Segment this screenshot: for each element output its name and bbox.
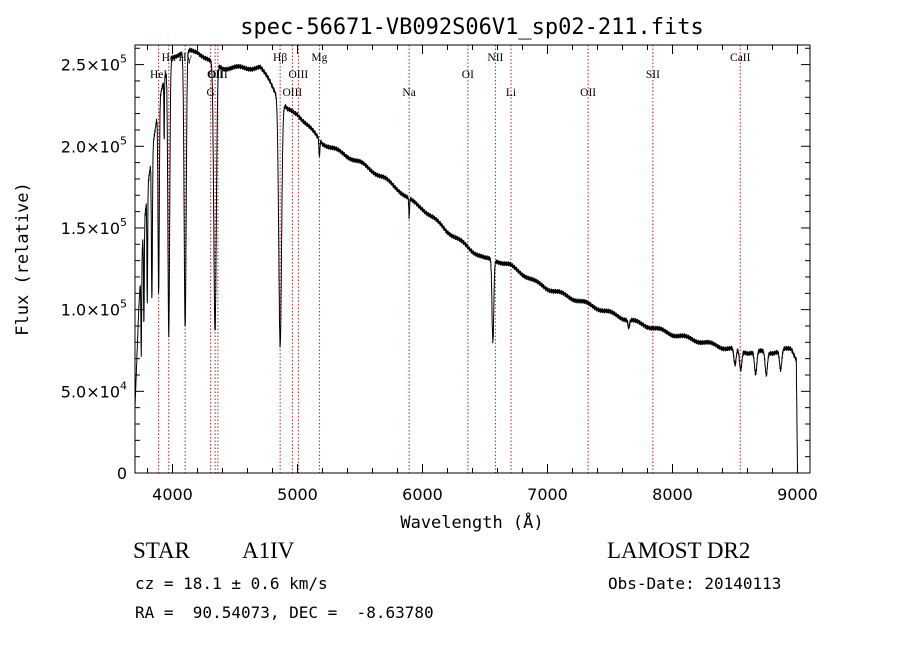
object-class: STAR: [133, 538, 190, 563]
y-axis-label: Flux (relative): [13, 182, 33, 336]
x-tick-label-3: 7000: [527, 485, 568, 504]
line-label-9: Mg: [311, 52, 327, 64]
line-label-5: OIII: [208, 69, 228, 81]
coordinates: RA = 90.54073, DEC = -8.63780: [135, 603, 434, 622]
y-tick-label-3: 1.5×105: [61, 216, 127, 238]
plot-frame: [134, 44, 811, 474]
line-label-15: SII: [646, 69, 660, 81]
line-label-10: Na: [402, 87, 415, 99]
line-label-11: OI: [462, 69, 474, 81]
x-tick-label-4: 8000: [652, 485, 693, 504]
spectrum-line: [134, 47, 798, 473]
line-label-0: HeI: [150, 69, 167, 81]
line-label-13: Li: [506, 87, 516, 99]
redshift-velocity: cz = 18.1 ± 0.6 km/s: [135, 574, 328, 593]
line-label-4: OII: [207, 69, 223, 81]
x-tick-label-2: 6000: [402, 485, 443, 504]
survey-name: LAMOST DR2: [607, 538, 751, 563]
line-label-7: OIII: [282, 87, 302, 99]
observation-date: Obs-Date: 20140113: [608, 574, 782, 593]
object-subclass: A1IV: [242, 538, 295, 563]
y-tick-label-5: 2.5×105: [61, 53, 127, 75]
axis-ticks: 4000 5000 6000 7000 8000 9000 0 5.0×104 1.0×105 1…: [61, 45, 818, 504]
x-axis-label: Wavelength (Å): [400, 511, 543, 533]
x-tick-label-0: 4000: [152, 485, 193, 504]
y-tick-label-4: 2.0×105: [61, 134, 127, 156]
x-tick-label-1: 5000: [277, 485, 318, 504]
chart-title: spec-56671-VB092S06V1_sp02-211.fits: [240, 15, 704, 40]
y-tick-label-0: 0: [117, 464, 127, 483]
line-label-3: G: [206, 87, 214, 99]
line-markers: [158, 45, 741, 473]
line-label-1: Hα: [162, 52, 176, 64]
line-label-2: Hγ: [178, 52, 191, 64]
x-tick-label-5: 9000: [777, 485, 818, 504]
line-label-12: NII: [487, 52, 503, 64]
line-label-6: Hβ: [273, 52, 287, 64]
line-label-16: CaII: [730, 52, 751, 64]
line-label-14: OII: [580, 87, 596, 99]
y-tick-label-2: 1.0×105: [61, 298, 127, 320]
y-tick-label-1: 5.0×104: [61, 379, 127, 401]
line-label-8: OIII: [288, 69, 308, 81]
